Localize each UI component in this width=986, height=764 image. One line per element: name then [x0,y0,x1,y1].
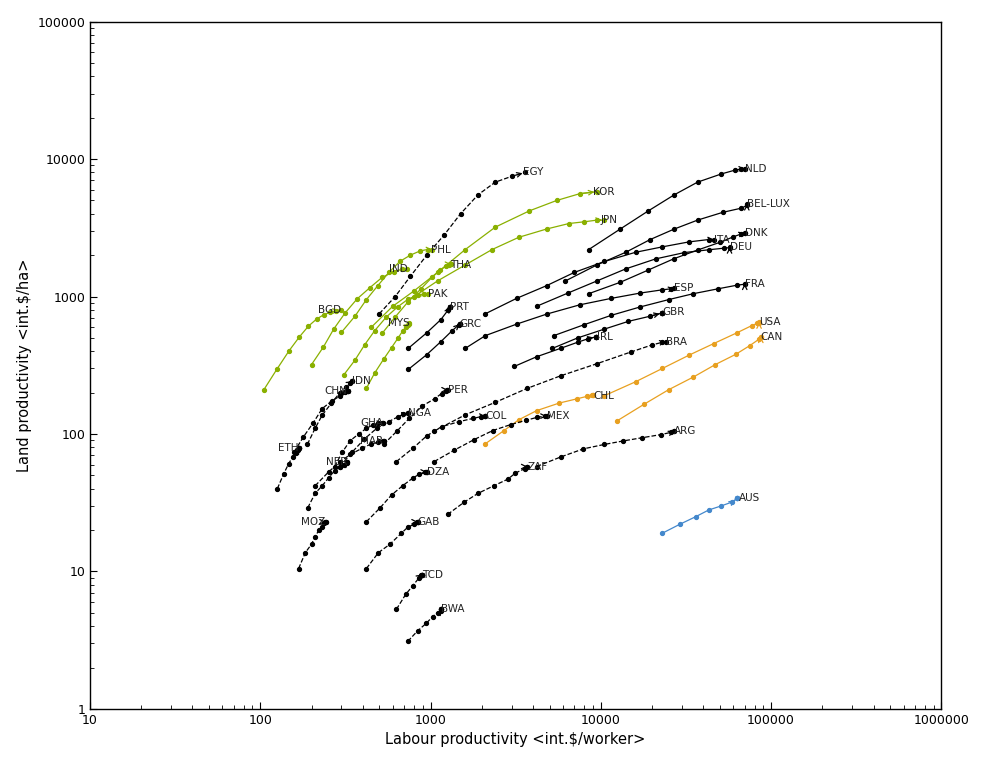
Text: THA: THA [450,260,471,270]
Text: PHL: PHL [431,244,451,254]
Text: BWA: BWA [441,604,464,614]
Text: COL: COL [485,411,507,421]
X-axis label: Labour productivity <int.$/worker>: Labour productivity <int.$/worker> [386,733,646,747]
Text: MOZ: MOZ [302,516,325,526]
Text: MYS: MYS [387,319,409,329]
Text: GHA: GHA [360,418,383,428]
Text: CAN: CAN [761,332,783,342]
Text: NGA: NGA [408,408,431,418]
Text: ARG: ARG [674,426,697,436]
Text: JPN: JPN [600,215,618,225]
Text: CHN: CHN [324,386,348,397]
Text: GAB: GAB [418,516,440,526]
Text: DEU: DEU [730,242,751,252]
Text: BGD: BGD [318,305,341,315]
Text: PER: PER [448,385,467,395]
Text: GRC: GRC [459,319,481,329]
Text: MAR: MAR [361,436,384,446]
Text: IRL: IRL [598,332,613,342]
Text: BEL-LUX: BEL-LUX [746,199,790,209]
Text: DZA: DZA [427,467,449,477]
Text: PRT: PRT [450,302,468,312]
Text: ESP: ESP [674,283,694,293]
Text: IND: IND [388,264,407,274]
Text: ZAF: ZAF [528,461,547,471]
Text: ETH: ETH [278,443,299,453]
Text: GBR: GBR [663,307,685,317]
Text: AUS: AUS [740,494,760,503]
Text: PAK: PAK [428,289,447,299]
Y-axis label: Land productivity <int.$/ha>: Land productivity <int.$/ha> [17,258,32,472]
Text: NLD: NLD [744,163,766,174]
Text: BRA: BRA [666,337,686,347]
Text: IDN: IDN [352,376,371,387]
Text: NER: NER [326,457,347,467]
Text: USA: USA [759,317,781,327]
Text: EGY: EGY [524,167,543,177]
Text: TCD: TCD [422,569,443,580]
Text: MEX: MEX [546,411,569,421]
Text: ITA: ITA [714,235,730,244]
Text: KOR: KOR [593,186,614,196]
Text: FRA: FRA [744,279,764,289]
Text: DNK: DNK [744,228,767,238]
Text: CHL: CHL [593,390,614,400]
